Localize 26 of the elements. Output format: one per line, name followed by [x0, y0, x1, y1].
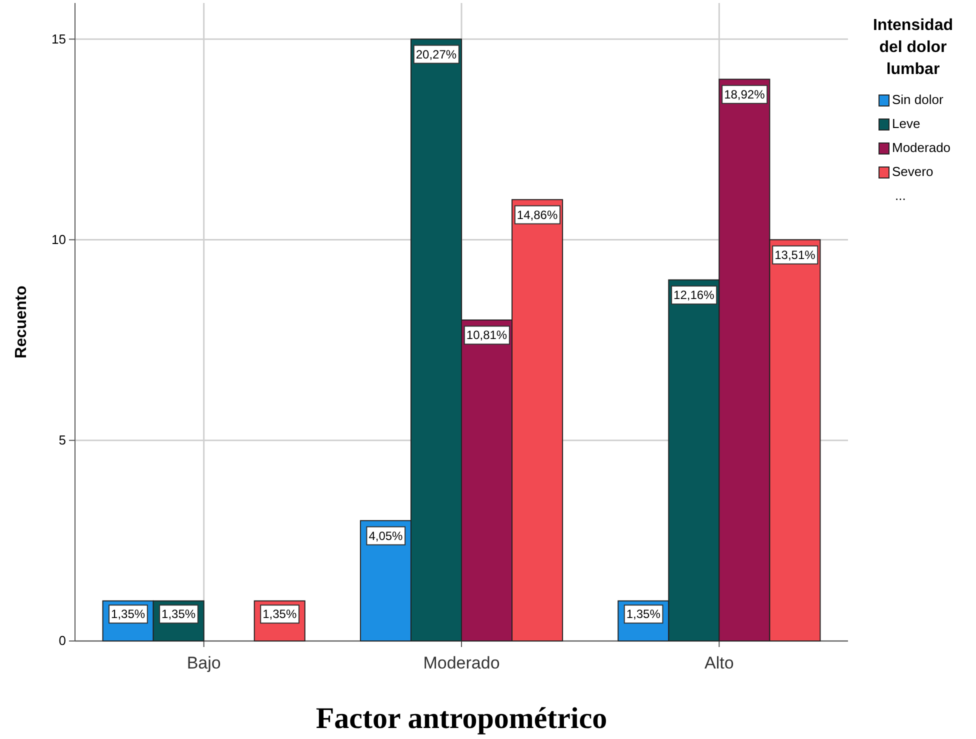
annotation: 1,35% [162, 607, 196, 622]
text: ... [895, 188, 906, 203]
legend-title: Intensidad del dolor lumbar [872, 17, 954, 78]
y-tick-label: 5 [58, 432, 66, 448]
annotation: 14,86% [516, 208, 558, 222]
x-tick-label: Alto [704, 654, 734, 673]
annotation: 18,92% [724, 87, 766, 102]
annotation: 10,81% [466, 328, 508, 342]
x-tick-label: Moderado [423, 654, 500, 673]
legend-label: Sin dolor [892, 92, 944, 107]
annotation: 13,51% [774, 248, 816, 262]
x-tick-label: Bajo [186, 654, 221, 673]
annotation: 12,16% [674, 288, 715, 302]
annotation: 1,35% [626, 607, 661, 622]
annotation: 20,27% [416, 47, 457, 62]
legend-label: Severo [892, 164, 934, 179]
x-axis-title: Factor antropométrico [316, 702, 608, 735]
y-axis-title: Recuento [13, 285, 30, 358]
y-tick-label: 10 [52, 232, 66, 247]
legend-label: Moderado [892, 140, 951, 155]
y-tick-label: 15 [52, 31, 66, 46]
annotation: 4,05% [368, 528, 404, 543]
annotation: 1,35% [111, 607, 146, 622]
y-tick-label: 0 [58, 633, 66, 648]
legend-label: Leve [892, 116, 920, 131]
annotation: 1,35% [262, 607, 297, 622]
